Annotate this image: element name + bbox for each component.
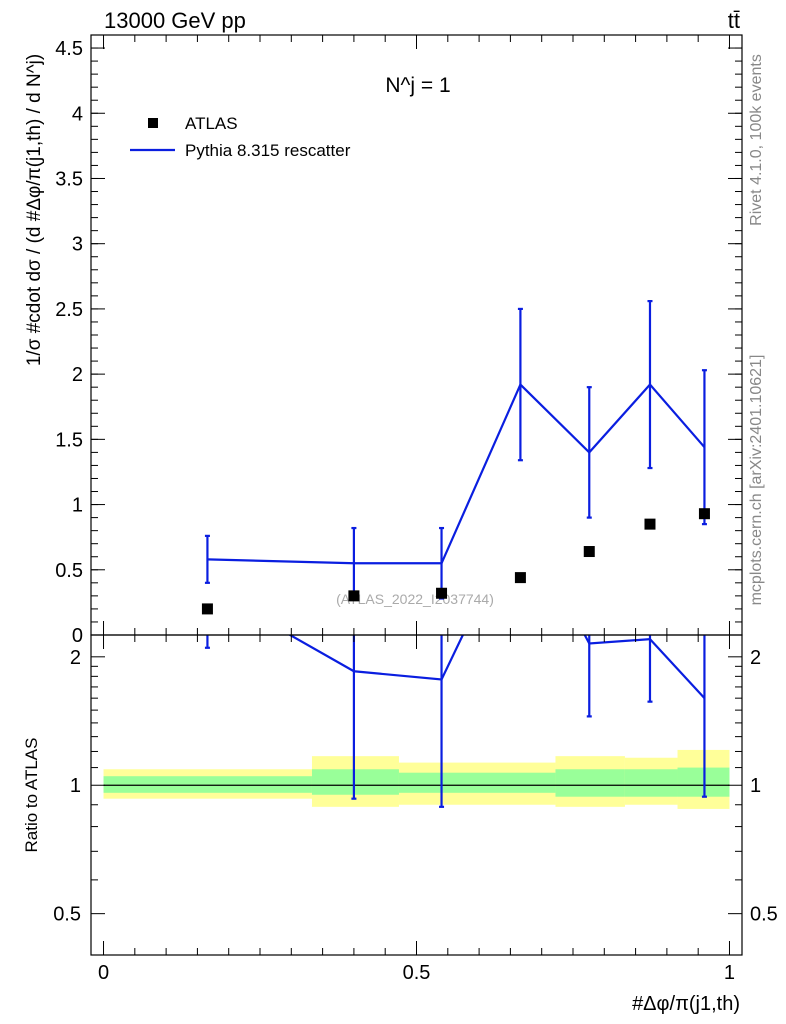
ratio-y-tick-label-right: 2 [750,647,761,669]
x-tick-label: 1 [724,962,735,984]
atlas-data-point [436,587,448,599]
main-annotation: N^j = 1 [385,74,450,97]
ratio-uncertainty-bands [103,749,730,809]
ratio-y-tick-label: 1 [70,775,81,797]
main-watermark: (ATLAS_2022_I2037744) [336,591,494,607]
main-y-tick-label: 1 [72,495,83,517]
x-tick-label: 0 [98,962,109,984]
main-y-tick-label-zero: 0 [72,625,83,647]
ratio-y-tick-label: 0.5 [53,904,81,926]
atlas-data-point [644,518,656,530]
main-y-tick-label: 1.5 [55,429,83,451]
ratio-y-tick-label: 2 [70,647,81,669]
ratio-green-band [398,772,556,793]
legend-pythia-label: Pythia 8.315 rescatter [185,141,351,160]
ratio-green-band [624,769,678,797]
header-process: tt̄ [728,8,740,33]
legend-atlas-label: ATLAS [185,114,238,133]
atlas-data-point [583,546,595,558]
atlas-data-point [514,572,526,584]
ratio-y-tick-label-right: 1 [750,775,761,797]
atlas-data-point [348,590,360,602]
ratio-y-axis-label: Ratio to ATLAS [22,738,41,853]
ratio-green-band [555,769,625,797]
main-y-tick-label: 3.5 [55,168,83,190]
x-axis-label: #Δφ/π(j1,th) [632,993,740,1015]
main-y-tick-label: 2 [72,364,83,386]
ratio-green-band [103,776,312,793]
main-y-tick-label: 4 [72,103,83,125]
main-y-tick-label: 4.5 [55,38,83,60]
atlas-data-point [698,508,710,520]
mcplots-label: mcplots.cern.ch [arXiv:2401.10621] [748,355,765,606]
ratio-green-band [311,769,399,795]
main-y-axis-label: 1/σ #cdot dσ / (d #Δφ/π(j1,th) / d N^j) [24,54,45,366]
ratio-x-axis: 0 0.5 1 [98,635,735,984]
legend: ATLAS Pythia 8.315 rescatter [130,114,351,160]
atlas-data-point [201,603,213,615]
pythia-line [207,382,706,565]
main-marks [201,299,710,615]
main-y-axis: 0.5 1 1.5 2 2.5 3 3.5 4 4.5 0 [55,34,742,647]
header-energy: 13000 GeV pp [104,8,246,33]
main-y-tick-label: 2.5 [55,299,83,321]
ratio-marks [204,635,707,808]
main-panel: 0.5 1 1.5 2 2.5 3 3.5 4 4.5 0 N^j = 1 (ATLAS_2022… [24,34,743,647]
x-tick-label: 0.5 [403,962,431,984]
legend-atlas-marker [148,118,158,128]
ratio-y-axis: 0.5 0.5 1 1 2 2 [53,647,778,926]
ratio-y-tick-label-right: 0.5 [750,904,778,926]
rivet-version-label: Rivet 4.1.0, 100k events [748,54,765,226]
main-y-tick-label: 3 [72,234,83,256]
ratio-panel: 0.5 0.51 12 2 0 0.5 1 Ratio to ATLAS #Δφ/π(j1… [22,634,778,1015]
main-y-tick-label: 0.5 [55,560,83,582]
